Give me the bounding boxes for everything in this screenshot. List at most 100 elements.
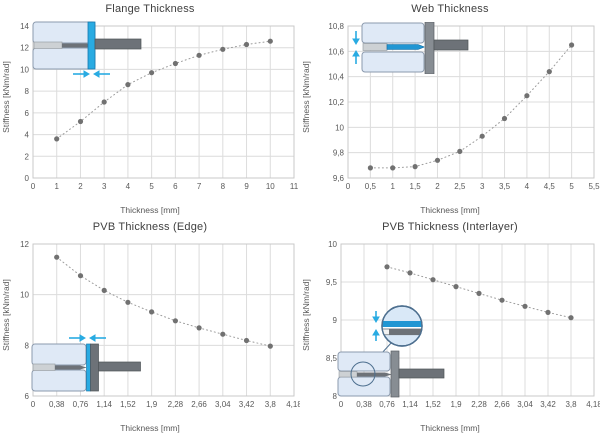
x-tick-label: 1 [55, 182, 60, 191]
x-tick-label: 1,52 [120, 400, 136, 409]
y-tick-label: 8 [25, 341, 30, 350]
x-tick-label: 0 [339, 400, 344, 409]
data-point-marker [54, 254, 60, 260]
y-tick-label: 8 [333, 392, 338, 401]
pvb-interlayer-cross-section-illustration [337, 305, 445, 398]
series-line [56, 256, 271, 347]
y-tick-label: 2 [25, 152, 30, 161]
x-tick-label: 8 [221, 182, 226, 191]
y-tick-label: 0 [25, 174, 30, 183]
data-point-marker [522, 303, 528, 309]
data-point-marker [524, 93, 530, 99]
x-tick-label: 4 [525, 182, 530, 191]
data-point-marker [267, 343, 273, 349]
y-tick-label: 8,5 [326, 354, 338, 363]
x-tick-label: 1,52 [425, 400, 441, 409]
series-line [56, 40, 271, 140]
x-tick-label: 3,8 [565, 400, 577, 409]
zoom-region-circle [350, 361, 376, 387]
x-axis-label: Thickness [mm] [420, 423, 480, 433]
data-point-marker [390, 165, 396, 171]
web-bar [62, 43, 94, 48]
x-tick-label: 2,5 [454, 182, 466, 191]
data-point-marker [196, 325, 202, 331]
plot-border [347, 25, 595, 179]
y-tick-label: 10 [328, 240, 337, 249]
chart-title: Flange Thickness [105, 3, 195, 15]
data-point-marker [545, 309, 551, 315]
data-point-marker [384, 264, 390, 270]
x-tick-label: 1,14 [402, 400, 418, 409]
chart-web-thickness: Web Thickness Stiffness [kNm/rad] 0 0,5 1 1… [300, 0, 600, 218]
data-point-marker [367, 165, 373, 171]
thickness-arrows-icon [73, 70, 110, 78]
glass-panes [31, 343, 87, 392]
x-tick-label: 3,04 [517, 400, 533, 409]
y-tick-label: 12 [20, 240, 29, 249]
x-tick-label: 3,8 [265, 400, 277, 409]
data-point-marker [101, 99, 107, 105]
steel-arm [398, 368, 445, 379]
data-point-marker [476, 290, 482, 296]
thickness-arrows-icon [69, 334, 106, 342]
web-cross-section-illustration [352, 22, 469, 74]
data-point-marker [77, 273, 84, 279]
x-tick-label: 3,42 [239, 400, 255, 409]
x-axis-label: Thickness [mm] [120, 423, 180, 433]
data-point-marker [267, 38, 273, 44]
y-tick-label: 10 [20, 65, 29, 74]
x-tick-label: 0,76 [379, 400, 395, 409]
pvb-edge-highlight [86, 343, 91, 392]
x-tick-label: 0,5 [365, 182, 377, 191]
data-point-marker [546, 69, 552, 75]
data-point-marker [125, 299, 131, 305]
x-axis-label: Thickness [mm] [420, 205, 480, 215]
plot-border [32, 243, 295, 397]
data-point-marker [501, 115, 508, 122]
x-tick-label: 5,5 [588, 182, 600, 191]
x-tick-label: 1,5 [410, 182, 422, 191]
data-point-marker [77, 118, 84, 125]
x-tick-label: 1,9 [450, 400, 462, 409]
x-tick-label: 4,18 [586, 400, 600, 409]
data-point-marker [149, 70, 155, 76]
steel-arm [98, 361, 141, 372]
web-bar [55, 365, 86, 370]
x-tick-label: 7 [197, 182, 202, 191]
x-tick-label: 3,5 [499, 182, 511, 191]
data-point-marker [220, 46, 226, 52]
x-tick-label: 4,5 [544, 182, 556, 191]
chart-title: Web Thickness [411, 3, 489, 15]
web-bar [357, 372, 391, 377]
setting-block [338, 371, 358, 378]
y-tick-label: 8 [25, 87, 30, 96]
steel-arm [433, 39, 469, 51]
y-tick-label: 10,8 [328, 22, 344, 31]
y-tick-label: 4 [25, 131, 30, 140]
x-tick-label: 2,66 [191, 400, 207, 409]
x-tick-label: 0 [31, 182, 36, 191]
steel-arm [94, 38, 142, 50]
y-tick-label: 10 [20, 291, 29, 300]
x-tick-label: 3,42 [540, 400, 556, 409]
x-tick-label: 2 [435, 182, 440, 191]
x-tick-label: 3 [102, 182, 107, 191]
x-tick-label: 2,28 [168, 400, 184, 409]
y-tick-label: 10,6 [328, 47, 344, 56]
x-tick-label: 0 [31, 400, 36, 409]
plot-border [340, 243, 595, 397]
x-tick-label: 0,38 [49, 400, 65, 409]
x-tick-label: 2 [78, 182, 83, 191]
x-tick-label: 1,9 [146, 400, 158, 409]
pvb-edge-cross-section-illustration [31, 334, 141, 392]
end-plate [90, 343, 99, 392]
setting-block [32, 363, 56, 371]
end-plate [390, 350, 400, 398]
y-tick-label: 10 [335, 123, 344, 132]
y-tick-label: 14 [20, 22, 29, 31]
y-tick-label: 9,8 [333, 149, 345, 158]
data-point-marker [499, 297, 505, 303]
data-point-marker [101, 287, 107, 293]
